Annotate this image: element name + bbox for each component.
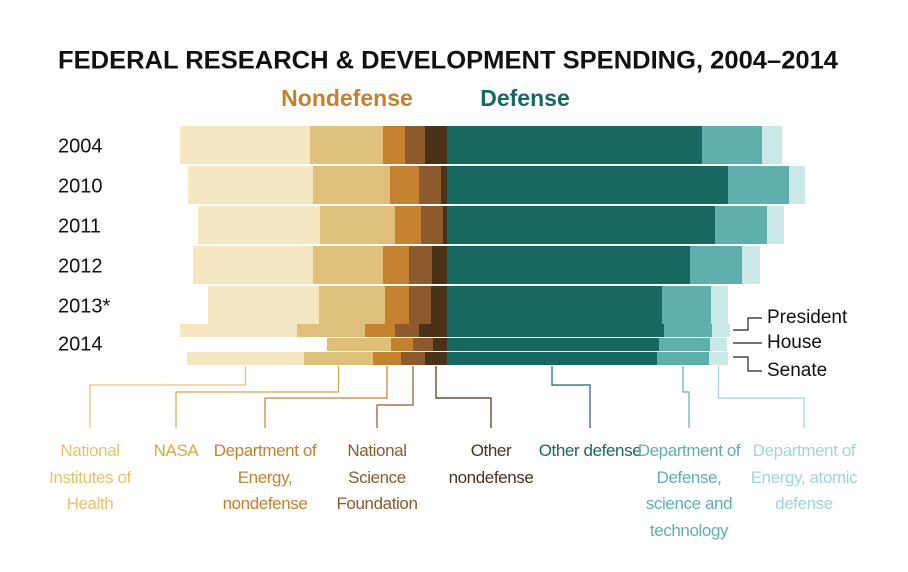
bar-segment (447, 338, 659, 351)
bar-segment (401, 352, 425, 365)
row-label: 2013* (58, 295, 110, 317)
bar-segment (702, 126, 762, 164)
series-label: National Science Foundation (336, 441, 418, 513)
row-note: Senate (767, 360, 827, 381)
bar-segment (447, 166, 728, 204)
bar-segment (447, 352, 657, 365)
bar-segment (390, 166, 419, 204)
bar-segment (712, 324, 730, 337)
bar-segment (405, 126, 425, 164)
note-line (733, 356, 762, 372)
bar-segment (385, 286, 409, 324)
series-label: National Institutes of Health (49, 441, 131, 513)
bar-segment (659, 338, 710, 351)
bar-segment (373, 352, 401, 365)
bar-segment (187, 352, 304, 365)
bar-segment (208, 286, 319, 324)
row-label: 2004 (58, 135, 103, 157)
note-line (733, 317, 762, 331)
bar-segment (657, 352, 709, 365)
leader-line (682, 366, 690, 428)
bar-segment (447, 206, 715, 244)
chart-title: FEDERAL RESEARCH & DEVELOPMENT SPENDING,… (58, 47, 838, 75)
leader-line (264, 366, 388, 428)
bar-segment (425, 126, 447, 164)
bar-segment (304, 352, 373, 365)
row-note: President (767, 307, 848, 328)
bar-segment (742, 246, 760, 284)
series-label: Department of Energy, atomic defense (750, 441, 858, 513)
bar-segment (383, 126, 405, 164)
bar-segment (662, 286, 711, 324)
series-label: Other defense (538, 441, 642, 460)
bar-segment (320, 206, 395, 244)
series-label: Other nondefense (448, 441, 534, 487)
bar-segment (762, 126, 782, 164)
bar-segment (327, 338, 391, 351)
bar-segment (297, 324, 365, 337)
bar-segment (441, 166, 447, 204)
leader-line (435, 366, 492, 428)
group-header: Nondefense (281, 85, 413, 111)
leader-line (175, 366, 340, 428)
bar-segment (447, 126, 702, 164)
series-label: Department of Defense, science and techn… (637, 441, 741, 540)
row-note: House (767, 332, 822, 353)
bar-segment (767, 206, 784, 244)
bar-segment (432, 246, 447, 284)
bar-segment (443, 206, 447, 244)
series-label: NASA (153, 441, 199, 460)
bar-segment (419, 166, 441, 204)
bar-segment (319, 286, 385, 324)
leader-line (551, 366, 591, 428)
bar-segment (431, 286, 447, 324)
bar-segment (180, 126, 310, 164)
bar-segment (188, 166, 313, 204)
bar-segment (710, 338, 727, 351)
bar-segment (413, 338, 433, 351)
leader-line (717, 366, 805, 428)
bar-segment (433, 338, 447, 351)
row-label: 2011 (58, 215, 101, 237)
leader-line (376, 366, 414, 428)
bar-segment (709, 352, 728, 365)
bar-segment (711, 286, 728, 324)
bar-segment (419, 324, 447, 337)
bar-segment (313, 246, 383, 284)
bar-segment (690, 246, 742, 284)
bar-segment (789, 166, 805, 204)
bar-segment (409, 246, 432, 284)
bar-segment (728, 166, 789, 204)
bar-segment (193, 246, 313, 284)
bar-segment (715, 206, 767, 244)
bar-segment (383, 246, 409, 284)
bar-segment (664, 324, 712, 337)
bar-segment (447, 286, 662, 324)
row-label: 2014 (58, 333, 103, 355)
row-label: 2010 (58, 175, 103, 197)
bar-segment (198, 206, 320, 244)
series-label: Department of Energy, nondefense (213, 441, 317, 513)
leader-line (89, 366, 247, 428)
bar-segment (391, 338, 413, 351)
bar-segment (447, 246, 690, 284)
bar-segment (365, 324, 395, 337)
bar-segment (180, 324, 297, 337)
group-header: Defense (480, 85, 569, 111)
bar-segment (409, 286, 431, 324)
bar-segment (421, 206, 443, 244)
bar-segment (310, 126, 383, 164)
bar-segment (395, 324, 419, 337)
bar-segment (425, 352, 447, 365)
row-label: 2012 (58, 255, 103, 277)
bar-segment (313, 166, 390, 204)
bar-segment (447, 324, 664, 337)
bar-segment (395, 206, 421, 244)
